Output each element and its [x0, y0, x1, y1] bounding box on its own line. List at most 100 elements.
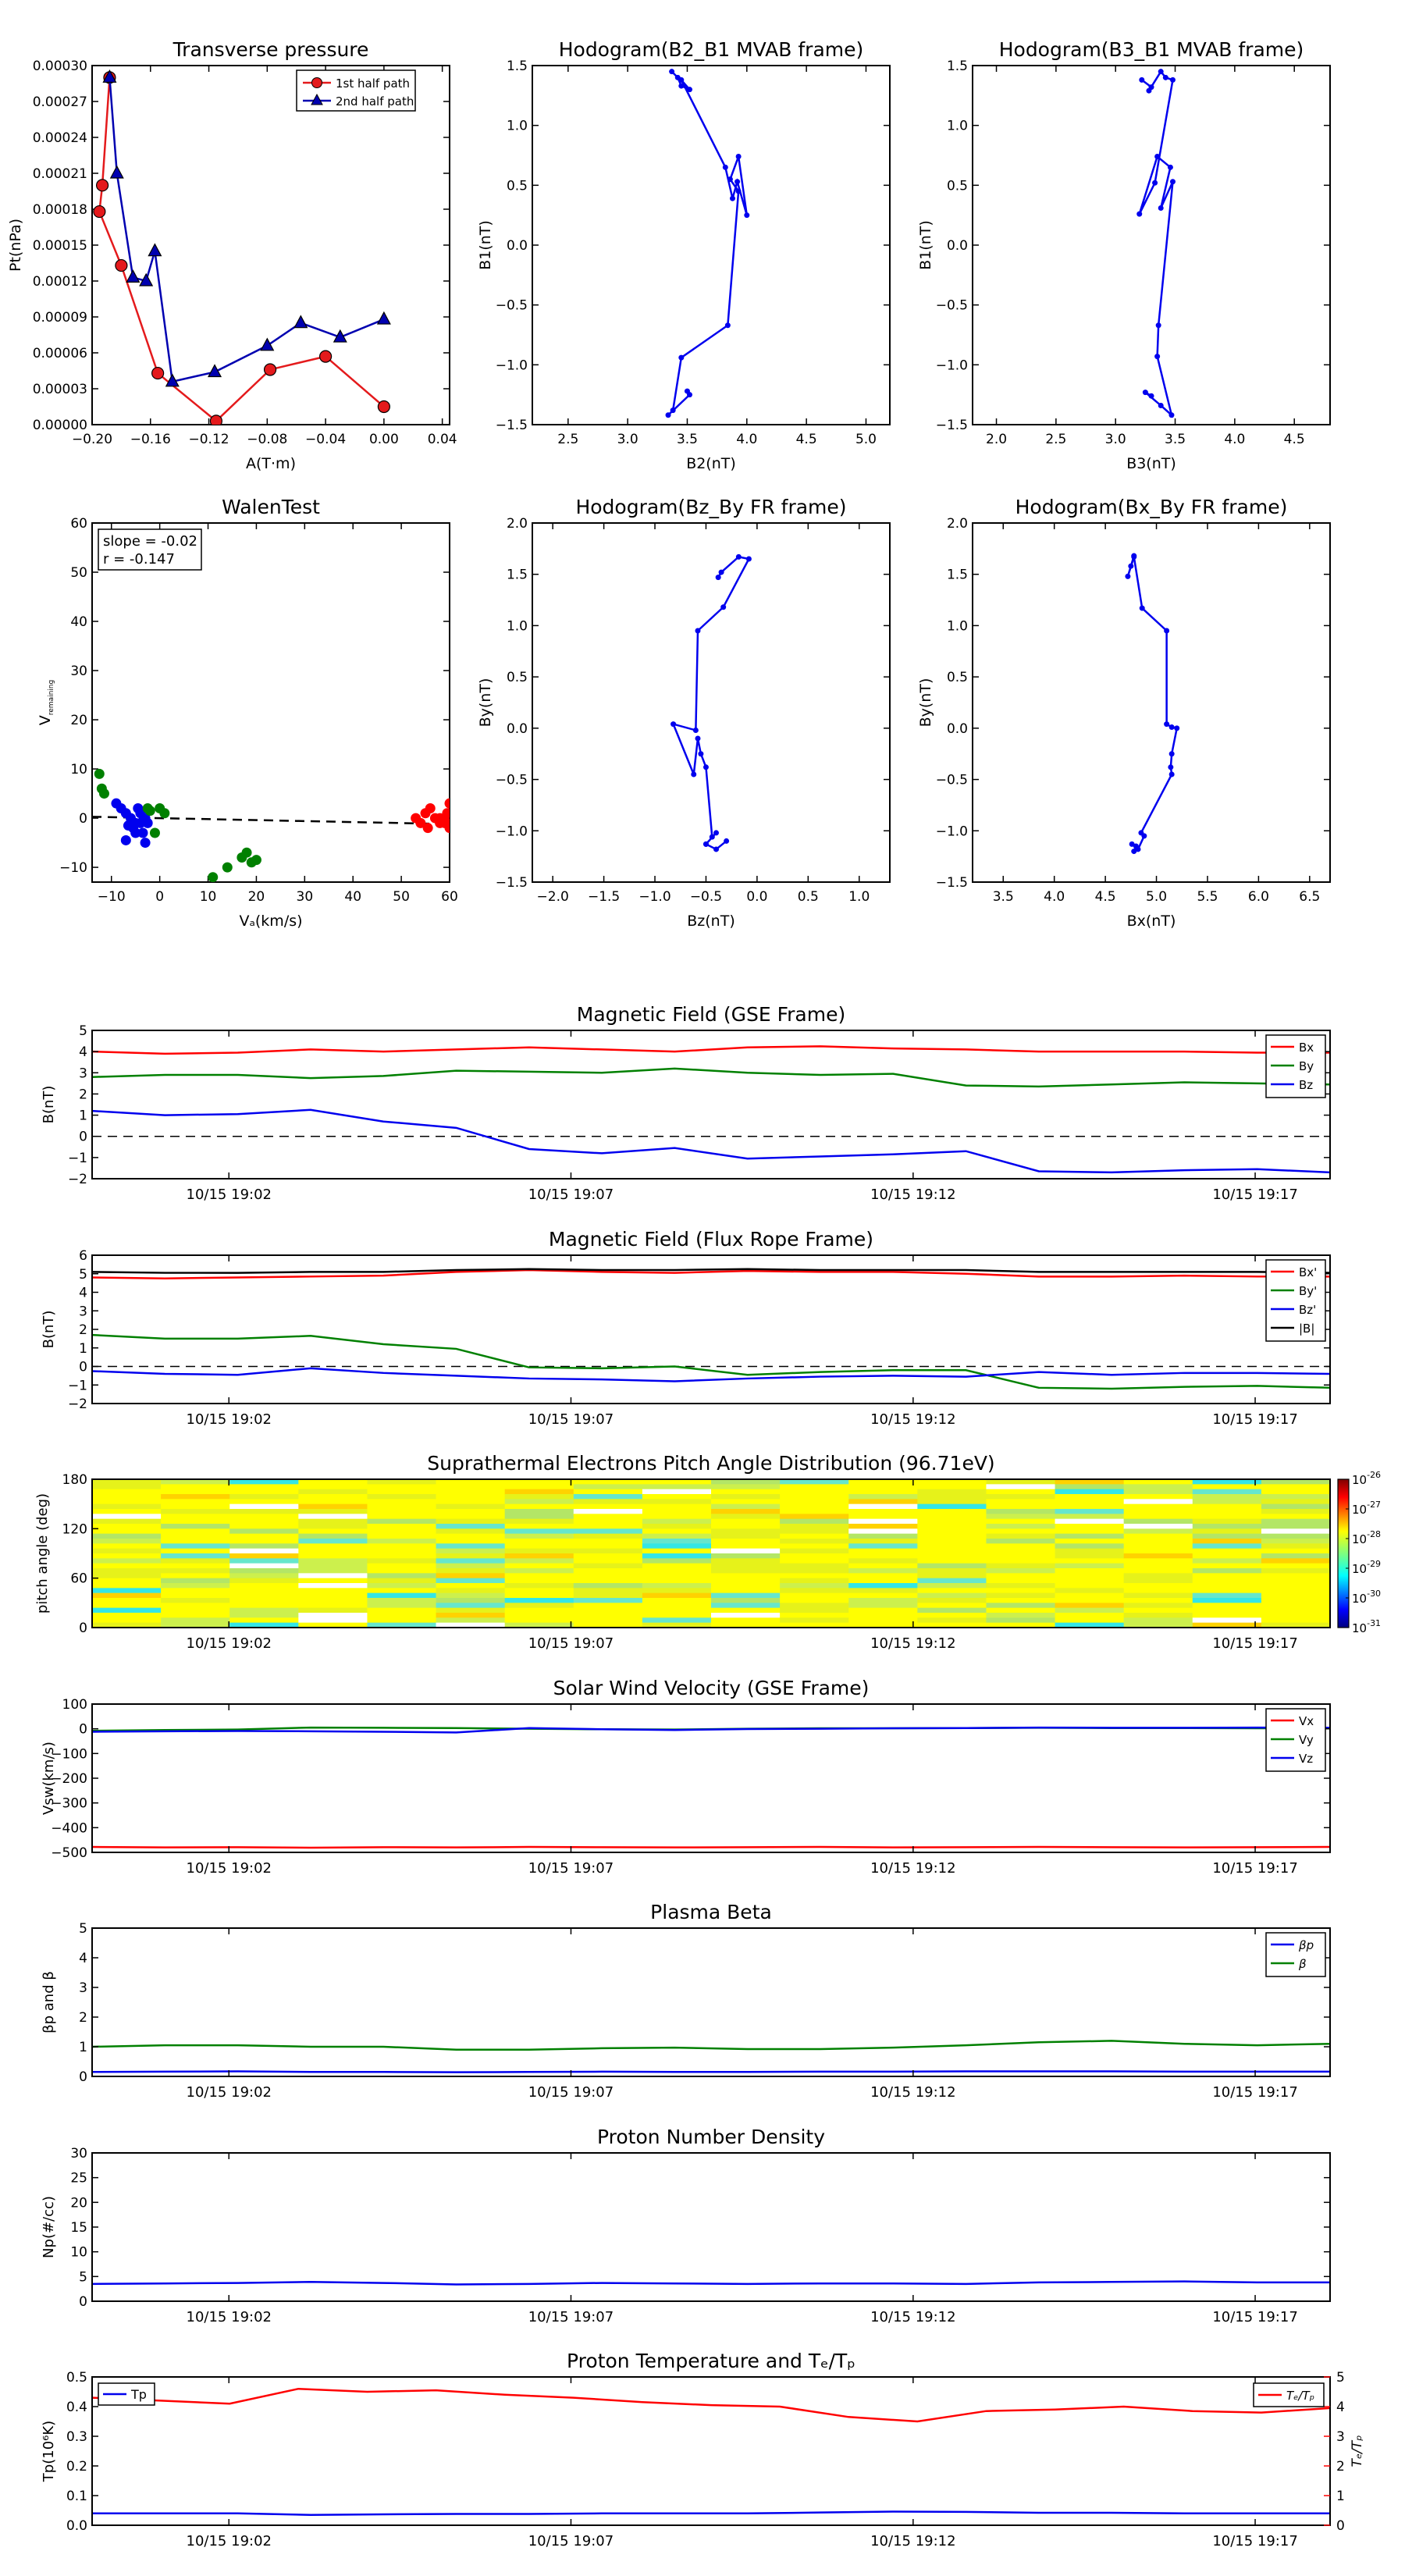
heatmap-cell — [229, 1543, 299, 1550]
heatmap-cell — [1261, 1543, 1331, 1550]
heatmap-cell — [711, 1553, 781, 1559]
data-point — [691, 771, 697, 777]
heatmap-cell — [92, 1588, 162, 1594]
time-tick-label: 10/15 19:07 — [528, 1187, 614, 1203]
x-tick-label: 50 — [393, 889, 410, 905]
heatmap-cell — [1055, 1607, 1125, 1614]
time-tick-label: 10/15 19:07 — [528, 2084, 614, 2101]
data-point — [148, 243, 162, 257]
panel-magfr: Magnetic Field (Flux Rope Frame) −2 −1 0 1 2 3… — [41, 1228, 1331, 1428]
heatmap-cell — [1055, 1479, 1125, 1485]
heatmap-cell — [711, 1568, 781, 1574]
heatmap-cell — [504, 1598, 574, 1603]
legend-label: 2nd half path — [336, 94, 414, 109]
heatmap-cell — [367, 1543, 437, 1550]
heatmap-cell — [229, 1598, 299, 1603]
time-tick-label: 10/15 19:12 — [870, 1635, 955, 1652]
heatmap-cell — [1055, 1539, 1125, 1544]
heatmap-cell — [848, 1563, 918, 1569]
heatmap-cell — [504, 1553, 574, 1559]
data-point — [293, 315, 308, 329]
time-tick-label: 10/15 19:07 — [528, 2309, 614, 2325]
heatmap-cell — [711, 1622, 781, 1628]
heatmap-cell — [504, 1528, 574, 1535]
time-tick-label: 10/15 19:17 — [1212, 2309, 1297, 2325]
heatmap-cell — [848, 1583, 918, 1589]
heatmap-cell — [229, 1573, 299, 1579]
heatmap-cell — [848, 1573, 918, 1579]
heatmap-cell — [229, 1528, 299, 1535]
heatmap-cell — [780, 1553, 849, 1559]
time-tick-label: 10/15 19:07 — [528, 1635, 614, 1652]
y-tick-label: −1.0 — [936, 358, 968, 373]
y2-axis-label: Tₑ/Tₚ — [1350, 2435, 1365, 2467]
heatmap-cell — [1261, 1573, 1331, 1579]
heatmap-cell — [504, 1524, 574, 1529]
heatmap-cell — [161, 1558, 230, 1564]
heatmap-cell — [504, 1573, 574, 1579]
heatmap-cell — [1055, 1588, 1125, 1594]
y-tick-label: 4 — [79, 1951, 87, 1966]
heatmap-cell — [917, 1568, 987, 1574]
heatmap-cell — [1192, 1539, 1262, 1544]
heatmap-cell — [642, 1484, 712, 1490]
heatmap-cell — [229, 1518, 299, 1525]
heatmap-cell — [92, 1558, 162, 1564]
heatmap-cell — [711, 1528, 781, 1535]
heatmap-cell — [367, 1592, 437, 1599]
heatmap-cell — [573, 1603, 643, 1609]
heatmap-cell — [504, 1578, 574, 1584]
heatmap-cell — [161, 1598, 230, 1603]
x-tick-label: −1.0 — [638, 889, 670, 905]
heatmap-cell — [92, 1583, 162, 1589]
data-point — [1129, 841, 1135, 847]
x-tick-label: 40 — [344, 889, 361, 905]
plot-area — [92, 1726, 1330, 1849]
chart-title: Proton Temperature and Tₑ/Tₚ — [567, 2350, 855, 2372]
data-point — [724, 322, 731, 329]
heatmap-cell — [780, 1484, 849, 1490]
chart-title: Transverse pressure — [173, 38, 369, 61]
y-tick-label: 0.2 — [66, 2459, 87, 2475]
heatmap-cell — [1261, 1509, 1331, 1514]
heatmap-cell — [92, 1503, 162, 1510]
heatmap-cell — [504, 1499, 574, 1505]
heatmap-cell — [848, 1509, 918, 1514]
heatmap-cell — [848, 1592, 918, 1599]
time-tick-label: 10/15 19:17 — [1212, 2533, 1297, 2549]
heatmap-cell — [1123, 1583, 1193, 1589]
data-point — [1158, 205, 1164, 211]
y-tick-label: 1 — [79, 2040, 87, 2055]
x-axis-label: Bz(nT) — [687, 913, 735, 930]
heatmap-cell — [229, 1603, 299, 1609]
data-point — [1174, 725, 1180, 731]
heatmap-cell — [711, 1479, 781, 1485]
time-tick-label: 10/15 19:07 — [528, 1860, 614, 1877]
heatmap-cell — [1261, 1592, 1331, 1599]
y-tick-label: −0.5 — [496, 298, 528, 314]
legend-label: Vx — [1299, 1714, 1314, 1728]
y-axis-label-sub: remaining — [48, 680, 55, 715]
heatmap-cell — [642, 1543, 712, 1550]
heatmap-cell — [642, 1489, 712, 1495]
plot-area — [670, 553, 752, 852]
heatmap-cell — [780, 1514, 849, 1520]
data-point — [718, 569, 724, 575]
heatmap-cell — [161, 1603, 230, 1609]
heatmap-cell — [780, 1503, 849, 1510]
data-point — [209, 415, 222, 425]
data-point — [702, 841, 709, 847]
heatmap-cell — [1123, 1499, 1193, 1505]
y-tick-label: 3 — [79, 1304, 87, 1319]
data-point — [670, 407, 676, 414]
legend-label: Vz — [1299, 1752, 1313, 1766]
heatmap-cell — [161, 1499, 230, 1505]
heatmap-cell — [1123, 1563, 1193, 1569]
heatmap-cell — [1123, 1524, 1193, 1529]
y-tick-label: 0.0 — [507, 238, 528, 254]
annotation-r: r = -0.147 — [103, 551, 175, 568]
y-tick-label: 0.5 — [507, 670, 528, 685]
data-point — [1139, 605, 1145, 611]
heatmap-cell — [229, 1592, 299, 1599]
x-tick-label: 2.0 — [986, 432, 1007, 447]
